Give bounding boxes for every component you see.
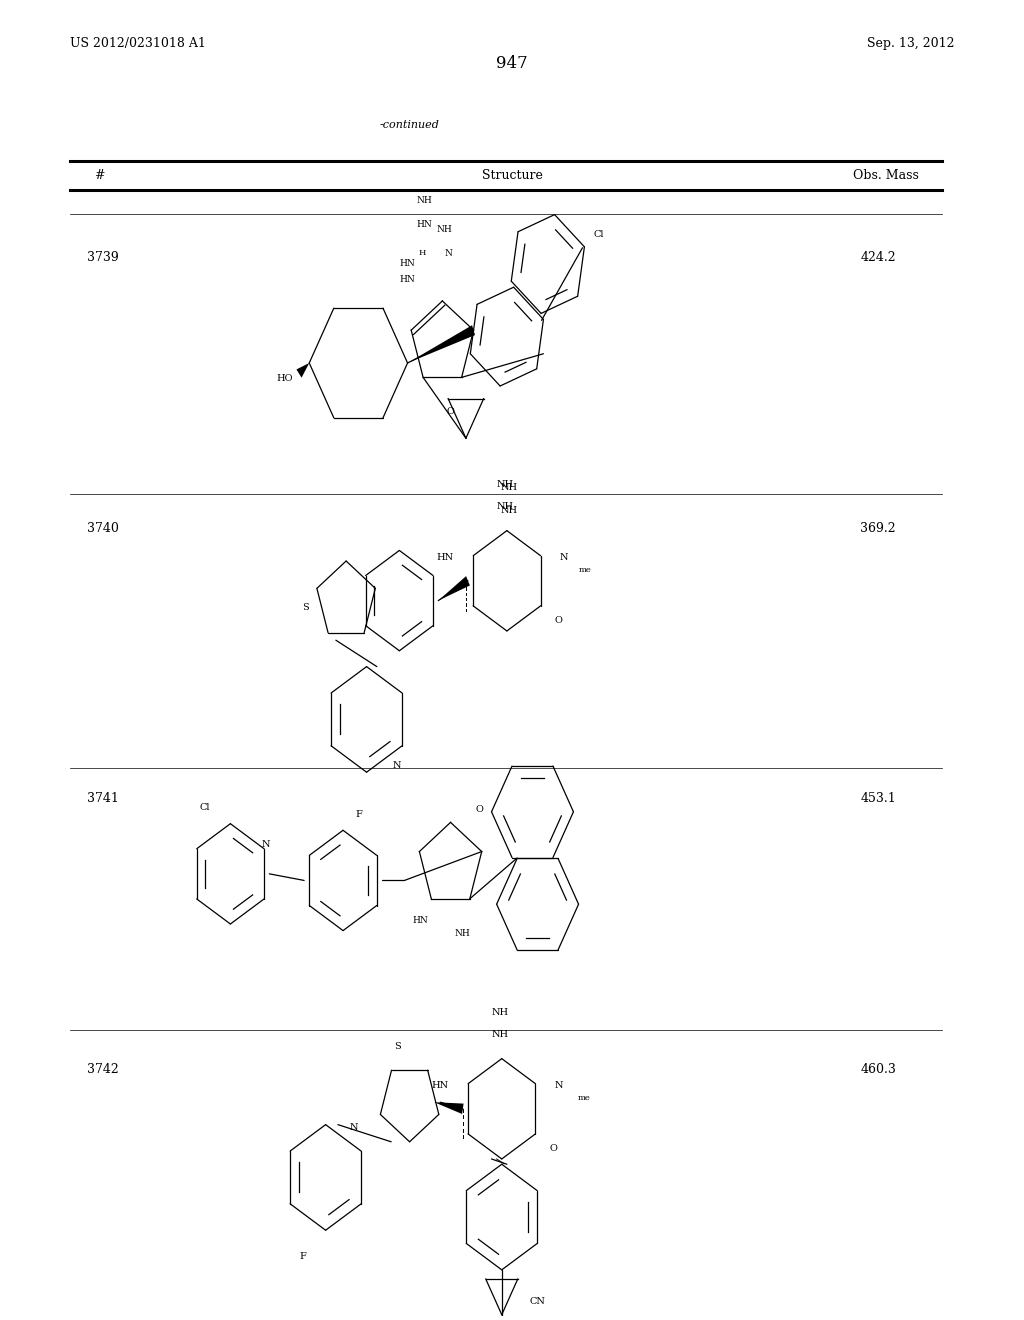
- Text: F: F: [355, 810, 361, 818]
- Text: 3740: 3740: [87, 521, 119, 535]
- Text: NH: NH: [492, 1008, 508, 1016]
- Text: NH: NH: [416, 197, 432, 205]
- Text: N: N: [262, 841, 270, 849]
- Text: S: S: [394, 1043, 400, 1051]
- Text: Cl: Cl: [200, 804, 210, 812]
- Text: NH: NH: [455, 929, 471, 937]
- Text: 947: 947: [496, 55, 528, 71]
- Text: 3741: 3741: [87, 792, 119, 805]
- Text: HN: HN: [432, 1081, 449, 1089]
- Text: 424.2: 424.2: [860, 251, 896, 264]
- Text: HO: HO: [276, 375, 293, 383]
- Text: NH: NH: [492, 1031, 508, 1039]
- Text: me: me: [579, 566, 591, 574]
- Text: HN: HN: [413, 916, 428, 924]
- Text: CN: CN: [529, 1298, 546, 1305]
- Text: O: O: [554, 616, 562, 624]
- Text: O: O: [549, 1144, 557, 1152]
- Text: N: N: [350, 1123, 358, 1131]
- Text: NH: NH: [501, 507, 517, 515]
- Text: Sep. 13, 2012: Sep. 13, 2012: [867, 37, 954, 50]
- Text: Cl: Cl: [594, 231, 604, 239]
- Text: Structure: Structure: [481, 169, 543, 182]
- Text: 369.2: 369.2: [860, 521, 896, 535]
- Polygon shape: [438, 576, 470, 601]
- Text: 3739: 3739: [87, 251, 119, 264]
- Text: US 2012/0231018 A1: US 2012/0231018 A1: [70, 37, 206, 50]
- Text: N: N: [444, 249, 453, 257]
- Text: 453.1: 453.1: [860, 792, 896, 805]
- Polygon shape: [408, 325, 475, 363]
- Text: HN: HN: [399, 260, 416, 268]
- Text: N: N: [560, 553, 568, 561]
- Text: S: S: [302, 603, 308, 611]
- Text: O: O: [475, 805, 483, 813]
- Text: NH: NH: [497, 480, 513, 488]
- Text: -continued: -continued: [380, 120, 439, 131]
- Text: 460.3: 460.3: [860, 1063, 896, 1076]
- Text: F: F: [300, 1253, 306, 1261]
- Text: me: me: [578, 1094, 590, 1102]
- Text: NH: NH: [497, 503, 513, 511]
- Polygon shape: [297, 363, 309, 378]
- Text: H: H: [418, 249, 426, 257]
- Text: 3742: 3742: [87, 1063, 119, 1076]
- Text: HN: HN: [399, 276, 415, 284]
- Text: Obs. Mass: Obs. Mass: [853, 169, 919, 182]
- Text: HN: HN: [416, 220, 432, 228]
- Polygon shape: [434, 1102, 464, 1114]
- Text: NH: NH: [501, 483, 517, 491]
- Text: NH: NH: [436, 226, 453, 234]
- Text: N: N: [555, 1081, 563, 1089]
- Text: O: O: [446, 408, 455, 416]
- Text: HN: HN: [401, 260, 418, 268]
- Text: HN: HN: [437, 553, 454, 561]
- Text: N: N: [393, 762, 401, 770]
- Text: #: #: [94, 169, 104, 182]
